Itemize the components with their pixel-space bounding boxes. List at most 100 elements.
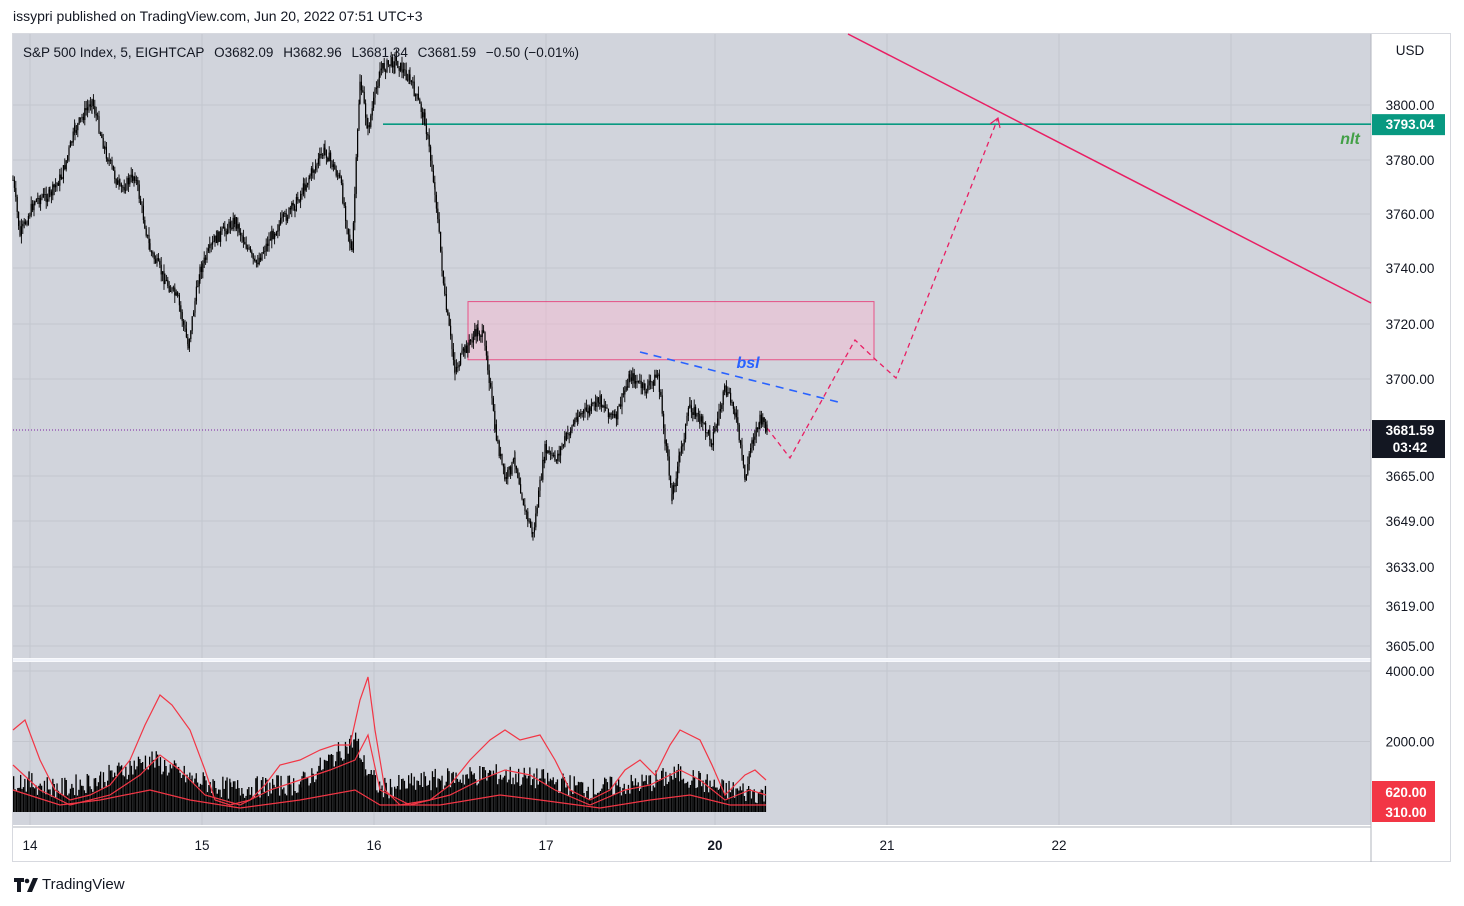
candle-body	[520, 484, 522, 494]
volume-bar	[752, 791, 754, 812]
volume-bar	[384, 777, 386, 812]
volume-bar	[227, 798, 230, 812]
candle-body	[74, 125, 76, 133]
volume-bar	[45, 794, 47, 812]
candle-body	[81, 116, 83, 118]
candle-body	[485, 345, 487, 356]
volume-bar	[670, 775, 673, 812]
volume-bar	[599, 791, 602, 812]
candle-body	[451, 335, 453, 350]
candle-body	[155, 259, 157, 264]
candle-body	[478, 333, 480, 336]
volume-bar	[463, 784, 466, 812]
volume-bar	[301, 776, 303, 812]
candle-body	[522, 499, 524, 506]
volume-bar	[169, 764, 171, 812]
volume-bar	[213, 780, 216, 812]
volume-bar	[370, 770, 372, 812]
candle-body	[275, 231, 277, 235]
volume-bar	[353, 739, 355, 812]
candle-body	[465, 345, 467, 353]
volume-bar	[580, 781, 582, 812]
candle-body	[206, 251, 208, 260]
candle-body	[64, 165, 66, 170]
candle-body	[535, 513, 537, 528]
candle-body	[654, 374, 656, 386]
candle-body	[304, 183, 306, 191]
candle-body	[225, 231, 227, 235]
volume-bar	[622, 788, 624, 812]
volume-bar	[458, 781, 460, 812]
volume-bar	[32, 787, 34, 812]
candle-body	[297, 197, 299, 201]
candle-body	[575, 417, 577, 420]
volume-bar	[102, 772, 105, 812]
candle-body	[402, 69, 404, 73]
candle-body	[416, 93, 418, 95]
candle-body	[759, 414, 761, 423]
candle-body	[119, 182, 121, 185]
volume-bar	[534, 788, 537, 812]
candle-body	[350, 243, 352, 249]
volume-bar	[429, 780, 431, 812]
candle-body	[613, 414, 615, 417]
volume-bar	[584, 797, 587, 812]
volume-bar	[437, 778, 439, 812]
candle-body	[19, 231, 21, 236]
volume-bar	[741, 790, 743, 812]
candle-body	[510, 466, 512, 475]
volume-bar	[150, 763, 152, 812]
volume-bar	[272, 778, 274, 812]
candle-body	[385, 70, 387, 72]
candle-body	[352, 222, 354, 251]
candle-body	[408, 74, 410, 80]
candle-body	[126, 178, 128, 190]
candle-body	[308, 178, 310, 183]
volume-bar	[17, 788, 19, 812]
candle-body	[72, 131, 74, 143]
volume-bar	[708, 792, 710, 812]
candle-body	[339, 174, 341, 178]
volume-bar	[658, 780, 660, 812]
candle-body	[278, 224, 280, 231]
volume-bar	[99, 775, 101, 812]
tradingview-logo[interactable]: TradingView	[14, 876, 125, 893]
volume-bar	[760, 789, 762, 812]
candle-body	[508, 466, 510, 470]
candle-body	[760, 414, 762, 425]
volume-bar	[582, 782, 584, 812]
candle-body	[265, 243, 267, 252]
volume-bar	[757, 792, 760, 812]
volume-pane	[12, 676, 767, 812]
candle-body	[323, 147, 325, 156]
candle-body	[437, 208, 439, 220]
candle-body	[625, 386, 627, 391]
volume-bar	[402, 778, 404, 812]
candle-body	[442, 270, 444, 284]
symbol-legend[interactable]: S&P 500 Index, 5, EIGHTCAP O3682.09 H368…	[23, 45, 585, 60]
candle-body	[538, 490, 540, 508]
candle-body	[200, 266, 202, 272]
volume-bar	[735, 788, 737, 812]
volume-bar	[755, 802, 757, 812]
candle-body	[581, 413, 583, 414]
volume-bar	[68, 793, 70, 812]
candle-body	[400, 62, 402, 71]
volume-bar	[128, 774, 130, 812]
volume-bar	[144, 755, 147, 812]
candle-body	[539, 479, 541, 491]
volume-bar	[399, 789, 401, 812]
volume-bar	[705, 779, 707, 812]
volume-bar	[302, 771, 305, 812]
volume-bar	[613, 794, 616, 812]
volume-bar	[369, 774, 371, 812]
volume-bar	[319, 757, 321, 812]
volume-bar	[763, 801, 765, 812]
candle-body	[237, 224, 239, 229]
price-tick-label: 3700.00	[1386, 372, 1435, 387]
candle-body	[218, 231, 220, 242]
price-tick-label: 3665.00	[1386, 469, 1435, 484]
volume-bar	[551, 780, 553, 812]
candle-body	[97, 115, 99, 117]
